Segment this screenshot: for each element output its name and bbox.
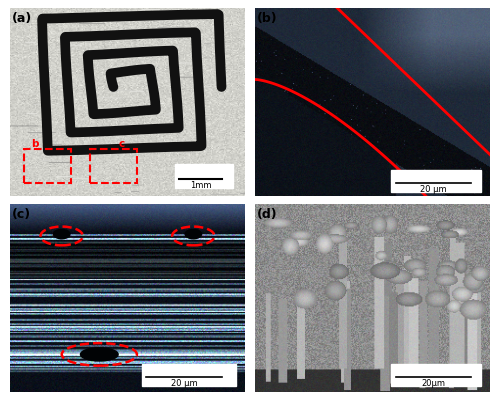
Text: (a): (a) bbox=[12, 12, 32, 25]
Text: (d): (d) bbox=[258, 208, 278, 221]
Text: b: b bbox=[31, 139, 38, 149]
Text: c: c bbox=[118, 139, 124, 149]
Text: 20 μm: 20 μm bbox=[420, 185, 447, 194]
Text: (b): (b) bbox=[258, 12, 278, 25]
Bar bbox=[142, 364, 236, 386]
Ellipse shape bbox=[54, 229, 70, 239]
Text: 20μm: 20μm bbox=[422, 379, 446, 388]
Bar bbox=[24, 149, 71, 183]
Bar bbox=[174, 164, 233, 188]
Ellipse shape bbox=[80, 348, 118, 361]
Text: 20 μm: 20 μm bbox=[170, 379, 197, 388]
Text: 1mm: 1mm bbox=[190, 181, 211, 190]
Text: (c): (c) bbox=[12, 208, 32, 221]
Bar bbox=[90, 149, 137, 183]
Bar bbox=[392, 364, 480, 386]
Bar bbox=[392, 170, 480, 192]
Ellipse shape bbox=[185, 229, 202, 239]
